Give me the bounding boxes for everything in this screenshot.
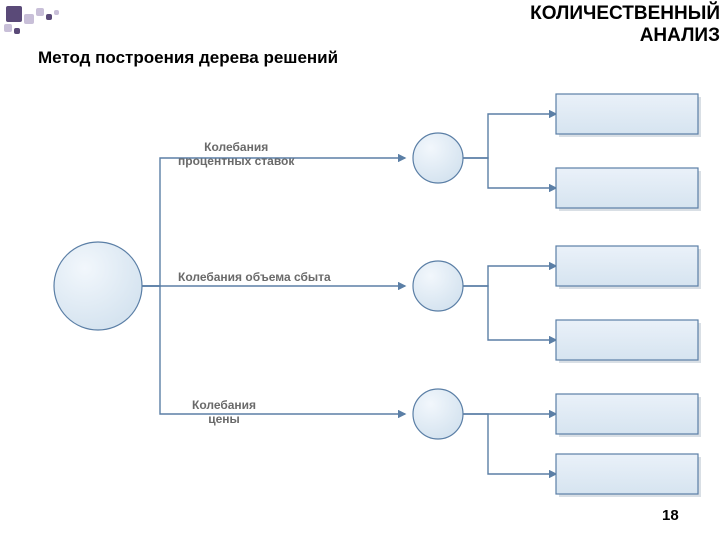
page-number: 18 [662, 507, 679, 524]
edge [463, 114, 556, 158]
leaf-box [556, 246, 698, 286]
leaf-box [556, 168, 698, 208]
edge [463, 286, 556, 340]
mid-node [413, 389, 463, 439]
edge [463, 158, 556, 188]
edge [142, 286, 405, 414]
mid-node [413, 261, 463, 311]
branch-label: Колебания процентных ставок [178, 140, 294, 168]
leaf-box [556, 94, 698, 134]
mid-node [413, 133, 463, 183]
root-node [54, 242, 142, 330]
edge [142, 158, 405, 286]
edge [463, 414, 556, 474]
edge [463, 266, 556, 286]
leaf-box [556, 320, 698, 360]
branch-label: Колебания объема сбыта [178, 270, 331, 284]
leaf-box [556, 454, 698, 494]
decision-tree-diagram [0, 0, 720, 540]
branch-label: Колебания цены [192, 398, 256, 426]
leaf-box [556, 394, 698, 434]
